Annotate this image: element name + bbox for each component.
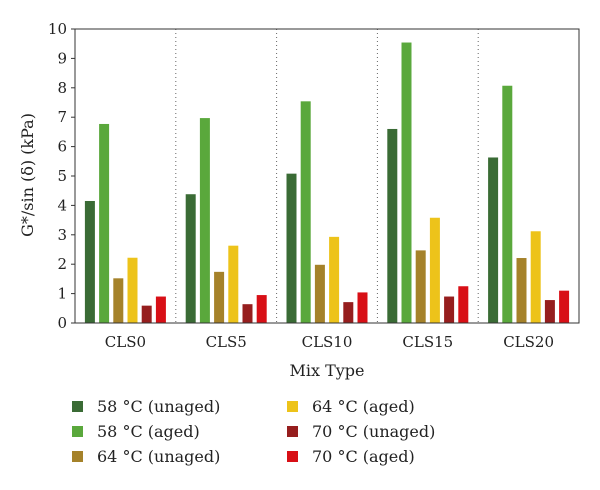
bar [401, 42, 412, 324]
x-tick-label: CLS5 [206, 333, 247, 351]
legend-label: 64 °C (aged) [312, 396, 415, 416]
legend-label: 70 °C (aged) [312, 446, 415, 466]
bar [329, 236, 340, 323]
bar [256, 295, 267, 323]
legend-label: 58 °C (unaged) [97, 396, 221, 416]
y-tick-label: 8 [57, 79, 67, 97]
bar [84, 200, 95, 323]
x-tick-label: CLS0 [105, 333, 146, 351]
bar [530, 231, 541, 323]
bar [387, 128, 398, 323]
x-tick-label: CLS10 [302, 333, 353, 351]
bar [559, 290, 570, 323]
y-tick-label: 7 [57, 108, 67, 126]
legend-item: 58 °C (aged) [72, 420, 200, 442]
y-tick-label: 1 [57, 285, 67, 303]
bar [502, 85, 513, 323]
legend-item: 58 °C (unaged) [72, 395, 220, 417]
bar [488, 157, 499, 323]
y-axis-title: G*/sin (δ) (kPa) [18, 113, 37, 237]
y-tick-label: 3 [57, 226, 67, 244]
bar [242, 304, 253, 323]
bar [544, 300, 555, 323]
bar [185, 194, 196, 323]
y-axis-ticks: 0 1 2 3 4 5 6 7 8 9 10 [48, 20, 75, 332]
bar [357, 292, 368, 323]
chart-bars [84, 42, 570, 324]
bar [141, 305, 152, 323]
legend-item: 70 °C (unaged) [287, 420, 435, 442]
bar [228, 245, 239, 323]
y-tick-label: 9 [57, 49, 67, 67]
bar [314, 264, 325, 323]
chart-legend: 58 °C (unaged) 58 °C (aged) 64 °C (unaged)… [72, 395, 572, 475]
bar [113, 278, 124, 323]
bar [415, 250, 426, 323]
legend-swatch [72, 450, 83, 462]
bar [458, 286, 469, 323]
bar-chart: 0 1 2 3 4 5 6 7 8 9 10 CLS0 CLS5 CLS10 CLS15 CLS20 G*/… [18, 20, 580, 380]
bar [444, 296, 455, 323]
legend-item: 64 °C (aged) [287, 395, 415, 417]
legend-swatch [72, 400, 83, 412]
bar [300, 101, 311, 323]
bar [99, 123, 110, 323]
legend-label: 64 °C (unaged) [97, 446, 221, 466]
y-tick-label: 6 [57, 138, 67, 156]
x-axis-title: Mix Type [289, 361, 364, 380]
bar [516, 258, 527, 323]
legend-swatch [287, 450, 298, 462]
legend-label: 58 °C (aged) [97, 421, 200, 441]
bar [127, 257, 138, 323]
legend-swatch [287, 400, 298, 412]
legend-swatch [287, 425, 298, 437]
x-tick-label: CLS15 [402, 333, 453, 351]
chart-gridlines [175, 29, 479, 323]
bar [155, 296, 166, 323]
bar [199, 118, 210, 323]
y-tick-label: 0 [57, 314, 67, 332]
y-tick-label: 10 [48, 20, 67, 38]
legend-item: 70 °C (aged) [287, 445, 415, 467]
bar [214, 271, 225, 323]
y-tick-label: 2 [57, 255, 67, 273]
legend-label: 70 °C (unaged) [312, 421, 436, 441]
bar [429, 217, 440, 323]
bar [286, 173, 297, 323]
x-tick-label: CLS20 [503, 333, 554, 351]
bar [343, 302, 354, 323]
legend-item: 64 °C (unaged) [72, 445, 220, 467]
x-axis-ticks: CLS0 CLS5 CLS10 CLS15 CLS20 [105, 333, 554, 351]
y-tick-label: 5 [57, 167, 67, 185]
legend-swatch [72, 425, 83, 437]
y-tick-label: 4 [57, 196, 67, 214]
